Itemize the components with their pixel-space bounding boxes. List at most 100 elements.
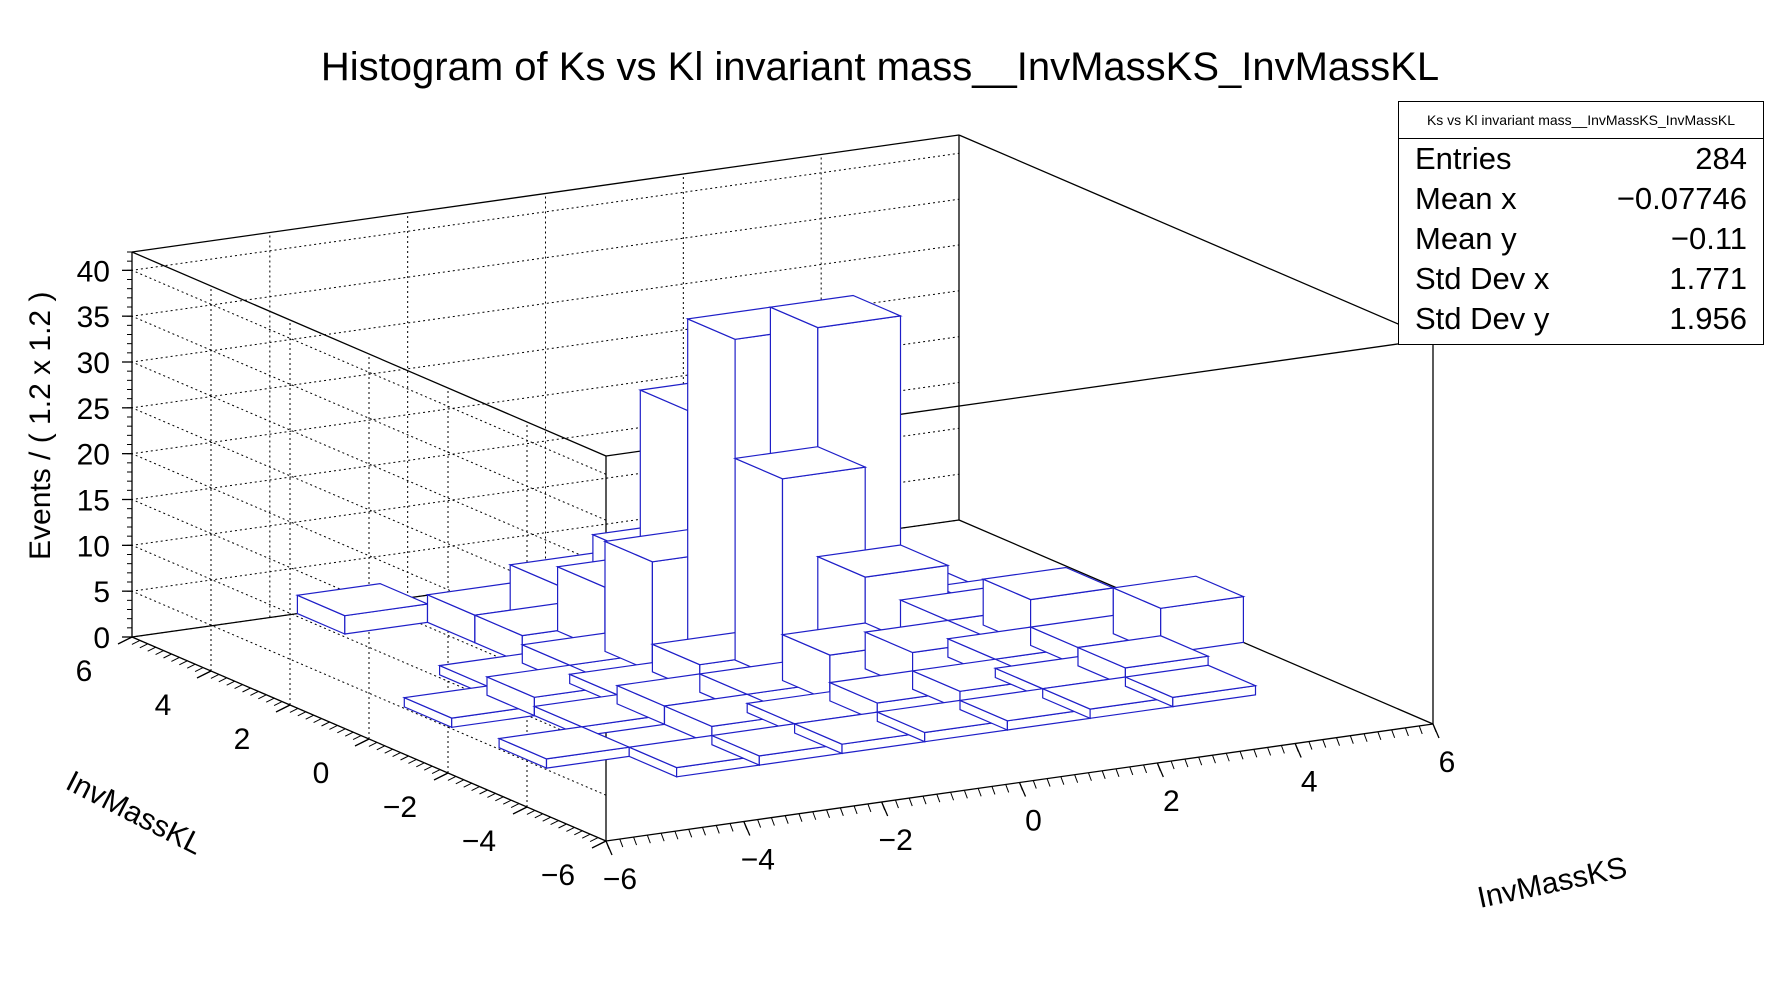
bar — [402, 685, 537, 729]
x-minor-tick — [1129, 766, 1134, 776]
x-minor-tick — [950, 792, 955, 801]
x-minor-tick — [674, 831, 679, 840]
bar — [496, 726, 632, 770]
y-minor-tick — [155, 650, 164, 656]
x-minor-tick — [1156, 762, 1161, 772]
bar — [1123, 664, 1258, 708]
x-minor-tick — [1377, 731, 1382, 740]
x-minor-tick — [633, 836, 638, 846]
chart-title: Histogram of Ks vs Kl invariant mass__In… — [321, 45, 1439, 89]
frame-edge — [131, 134, 960, 253]
bar-top-face — [815, 544, 951, 578]
y-minor-tick — [337, 728, 346, 734]
stats-label: Entries — [1415, 141, 1512, 176]
y-minor-tick — [574, 830, 583, 836]
y-minor-tick — [447, 775, 457, 781]
stats-row: Mean x −0.07746 — [1399, 179, 1763, 219]
y-minor-tick — [273, 701, 283, 707]
bar-top-face — [496, 726, 632, 760]
y-minor-tick — [194, 667, 204, 673]
x-minor-tick — [1336, 737, 1340, 746]
y-tick-label: −4 — [462, 825, 496, 858]
x-tick-label: 0 — [1025, 805, 1042, 838]
x-minor-tick — [991, 786, 996, 795]
y-minor-tick — [368, 741, 378, 747]
y-minor-tick — [502, 799, 512, 805]
x-minor-tick — [894, 799, 899, 809]
x-minor-tick — [1143, 764, 1148, 774]
stats-value: 1.771 — [1669, 261, 1747, 296]
bars — [295, 294, 1258, 778]
stats-rows: Entries 284 Mean x −0.07746 Mean y −0.11 Std D… — [1399, 139, 1763, 339]
z-tick-label: 0 — [93, 622, 110, 655]
x-minor-tick — [770, 817, 775, 826]
x-minor-tick — [1101, 770, 1106, 779]
x-minor-tick — [1253, 749, 1258, 758]
y-tick-label: 2 — [234, 723, 251, 756]
y-minor-tick — [258, 694, 267, 700]
bar-top-face — [295, 582, 430, 617]
y-minor-tick — [392, 752, 401, 758]
x-tick-label: 4 — [1301, 766, 1318, 799]
y-tick-label: −2 — [383, 791, 417, 824]
y-minor-tick — [139, 643, 149, 649]
y-axis-title: InvMassKL — [61, 765, 208, 862]
y-minor-tick — [344, 731, 354, 737]
y-minor-tick — [226, 680, 235, 686]
y-minor-tick — [495, 796, 504, 802]
stats-value: −0.11 — [1670, 221, 1747, 256]
x-minor-tick — [688, 829, 693, 838]
y-tick-label: −6 — [541, 859, 575, 892]
x-minor-tick — [784, 815, 789, 824]
x-minor-tick — [908, 797, 913, 807]
y-minor-tick — [163, 653, 172, 659]
y-minor-tick — [123, 636, 133, 642]
y-minor-tick — [510, 803, 520, 809]
y-minor-tick — [147, 646, 156, 652]
y-minor-tick — [542, 816, 551, 822]
y-minor-tick — [218, 677, 228, 683]
x-tick-label: −4 — [741, 844, 775, 877]
x-minor-tick — [1019, 782, 1023, 791]
x-minor-tick — [1115, 768, 1120, 778]
y-minor-tick — [400, 755, 409, 761]
z-tick-label: 35 — [77, 301, 110, 334]
x-minor-tick — [757, 819, 762, 828]
x-minor-tick — [1170, 760, 1175, 770]
y-minor-tick — [455, 779, 465, 785]
y-minor-tick — [566, 826, 575, 832]
x-minor-tick — [605, 840, 610, 850]
x-minor-tick — [853, 805, 858, 815]
y-minor-tick — [131, 639, 141, 645]
y-minor-tick — [321, 721, 330, 727]
y-minor-tick — [313, 718, 322, 724]
x-minor-tick — [1087, 772, 1092, 781]
stats-row: Entries 284 — [1399, 139, 1763, 179]
x-minor-tick — [1322, 739, 1327, 748]
y-minor-tick — [289, 707, 299, 713]
y-minor-tick — [518, 806, 528, 812]
y-minor-tick — [171, 656, 180, 662]
x-minor-tick — [729, 823, 734, 832]
stats-row: Std Dev y 1.956 — [1399, 299, 1763, 339]
stats-value: 1.956 — [1669, 301, 1747, 336]
x-minor-tick — [1418, 725, 1423, 735]
x-minor-tick — [743, 821, 748, 830]
x-minor-tick — [881, 801, 886, 811]
x-minor-tick — [826, 809, 831, 818]
bar-side-face — [604, 540, 654, 673]
y-tick-label: 4 — [155, 689, 172, 722]
stats-label: Mean y — [1415, 221, 1517, 256]
y-minor-tick — [360, 738, 370, 744]
x-minor-tick — [977, 788, 982, 797]
z-tick-label: 5 — [93, 576, 110, 609]
z-tick-label: 30 — [77, 347, 110, 380]
x-minor-tick — [660, 833, 665, 842]
y-minor-tick — [281, 704, 291, 710]
bar-side-face — [687, 317, 736, 662]
frame-edge — [958, 134, 1434, 340]
bar-top-face — [980, 566, 1116, 601]
x-tick-label: −6 — [603, 863, 637, 896]
y-minor-tick — [416, 762, 425, 768]
